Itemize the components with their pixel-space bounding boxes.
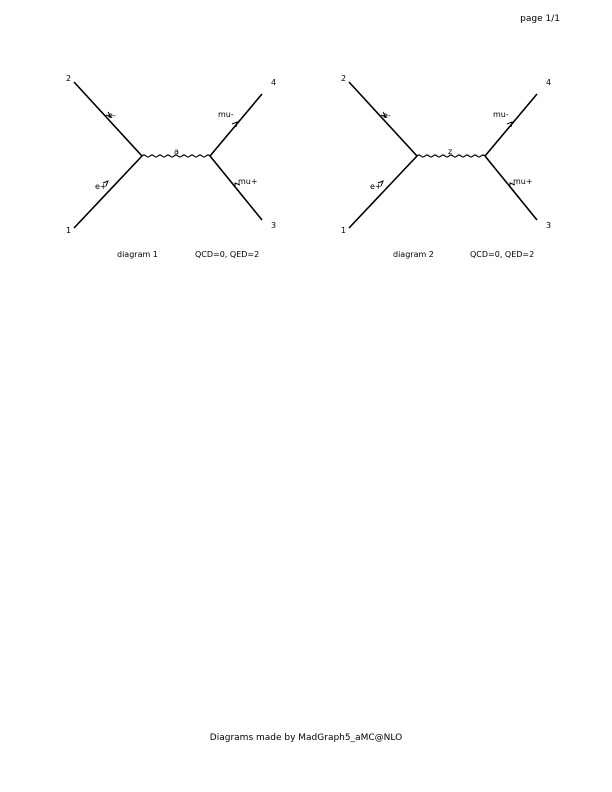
propagator-label: z <box>448 147 452 156</box>
feynman-diagram-2: 2 1 4 3 e- e+ z mu- mu+ <box>337 68 612 268</box>
particle-label-antimuon: mu+ <box>513 177 533 186</box>
particle-label-positron: e+ <box>370 182 382 191</box>
outgoing-antimuon-line <box>484 155 538 221</box>
incoming-positron-line <box>73 155 143 229</box>
particle-label-electron: e- <box>108 111 116 120</box>
particle-label-positron: e+ <box>95 182 107 191</box>
outgoing-antimuon-line <box>209 155 263 221</box>
arrow-icon <box>234 182 241 188</box>
diagram-2-caption: diagram 2 <box>393 250 434 259</box>
page-number: page 1/1 <box>520 14 560 24</box>
incoming-positron-line <box>348 155 418 229</box>
arrow-icon <box>506 121 513 128</box>
particle-label-electron: e- <box>383 111 391 120</box>
arrow-icon <box>105 111 113 119</box>
diagram-2-svg: 2 1 4 3 e- e+ z mu- mu+ <box>341 74 551 235</box>
external-label-4: 4 <box>271 78 276 87</box>
arrow-icon <box>231 121 238 128</box>
diagram-1-couplings: QCD=0, QED=2 <box>195 250 260 259</box>
external-label-3: 3 <box>546 221 551 230</box>
external-label-1: 1 <box>66 226 71 235</box>
external-label-1: 1 <box>341 226 346 235</box>
particle-label-antimuon: mu+ <box>238 177 258 186</box>
diagram-2-couplings: QCD=0, QED=2 <box>470 250 535 259</box>
arrow-icon <box>380 111 388 119</box>
propagator-label: a <box>174 147 179 156</box>
diagram-1-caption: diagram 1 <box>117 250 158 259</box>
arrow-icon <box>377 180 384 187</box>
photon-propagator <box>141 154 211 158</box>
external-label-3: 3 <box>271 221 276 230</box>
z-boson-propagator <box>416 154 486 158</box>
external-label-4: 4 <box>546 78 551 87</box>
incoming-electron-line <box>348 81 418 157</box>
external-label-2: 2 <box>66 74 71 83</box>
diagram-1-svg: 2 1 4 3 e- e+ a mu- mu+ <box>66 74 276 235</box>
incoming-electron-line <box>73 81 143 157</box>
arrow-icon <box>509 182 516 188</box>
footer-credit: Diagrams made by MadGraph5_aMC@NLO <box>209 733 403 743</box>
feynman-diagram-1: 2 1 4 3 e- e+ a mu- mu+ <box>62 68 362 268</box>
particle-label-muon: mu- <box>493 110 509 119</box>
particle-label-muon: mu- <box>218 110 234 119</box>
arrow-icon <box>102 180 109 187</box>
external-label-2: 2 <box>341 74 346 83</box>
